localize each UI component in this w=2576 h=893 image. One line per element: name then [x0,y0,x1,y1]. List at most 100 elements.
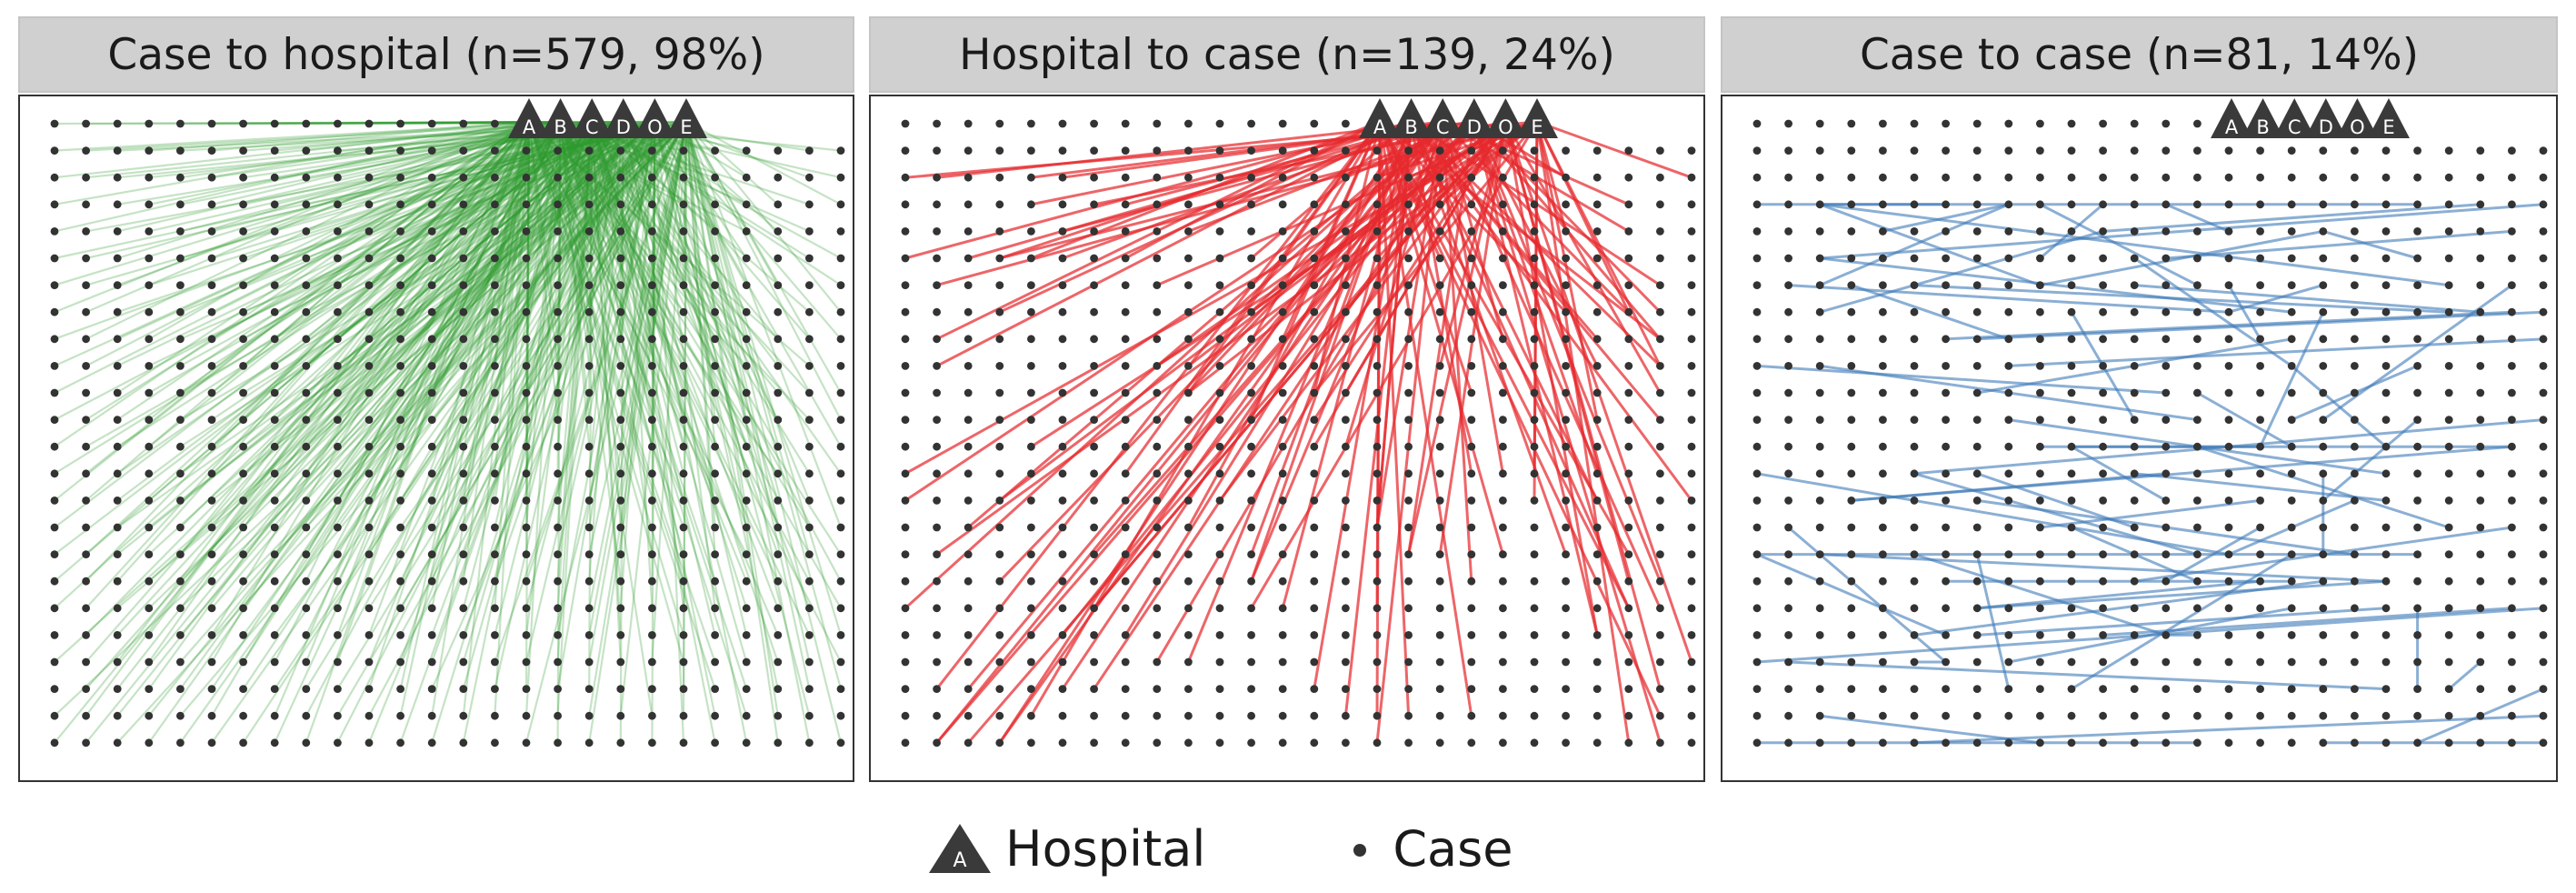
edge-case-to-case [1975,554,2011,689]
case-point [836,550,845,558]
case-point [964,685,973,693]
case-point [1435,469,1444,478]
case-point [584,577,594,586]
edge-case-to-hospital [243,120,655,233]
case-point [1153,631,1162,639]
edge-case-to-case [2039,203,2199,286]
case-point [145,577,154,586]
case-point [1847,362,1856,370]
case-point [176,577,185,586]
case-point [995,469,1004,478]
case-point [2444,497,2453,505]
case-point [1153,146,1162,155]
case-point [2444,227,2453,236]
edge-case-to-hospital [462,121,594,475]
case-point [679,146,688,155]
case-point [1153,281,1162,289]
edge-case-to-hospital [116,121,687,528]
case-point [1404,227,1413,236]
case-point [1247,254,1255,263]
edge-case-to-hospital [147,121,624,717]
edge-case-to-hospital [431,121,531,717]
edge-case-to-hospital [591,121,810,259]
case-point [302,631,311,639]
case-point [1310,577,1319,586]
case-point [522,281,531,289]
case-point [554,469,562,478]
case-point [491,119,499,128]
case-point [1530,307,1539,316]
case-point [2539,738,2548,748]
case-point [207,335,216,344]
case-point [1278,657,1287,667]
case-point [145,416,154,424]
case-point [995,362,1004,370]
case-point [2287,604,2296,613]
case-point [2413,604,2421,613]
case-point [207,631,216,639]
case-point [995,657,1004,667]
case-point [1847,281,1856,289]
edge-case-to-hospital [367,121,562,689]
case-point [364,577,374,586]
case-point [2004,362,2013,370]
case-point [1784,119,1792,128]
case-point [1942,550,1950,558]
case-point [1153,469,1162,478]
case-point [270,685,279,693]
case-point [2256,738,2264,748]
case-point [334,254,342,263]
case-point [1184,335,1193,344]
case-point [1435,685,1444,693]
edge-case-to-hospital [684,121,811,689]
case-point [2004,254,2013,263]
case-point [396,550,404,558]
case-point [1435,577,1444,586]
case-point [1656,254,1664,263]
case-point [1310,604,1319,613]
case-point [2162,711,2171,720]
case-point [1499,604,1507,613]
case-point [2351,738,2359,748]
case-point [1058,173,1067,182]
case-point [964,119,973,128]
case-point [933,497,941,505]
case-point [1687,738,1696,748]
case-point [270,497,279,505]
case-point [2130,657,2139,667]
edge-case-to-hospital [685,121,842,313]
case-point [836,254,845,263]
case-point [2413,657,2421,667]
case-point [1153,200,1162,209]
case-point [2099,738,2107,748]
case-point [2256,442,2264,451]
edge-case-to-hospital [179,121,594,690]
case-point [2508,711,2516,720]
edge-case-to-hospital [559,121,716,394]
edge-case-to-hospital [116,121,624,475]
edge-case-to-hospital [462,121,562,286]
case-point [2004,550,2013,558]
case-point [2099,657,2107,667]
edge-case-to-hospital [528,121,811,367]
case-point [1247,307,1255,316]
case-point [1687,631,1696,639]
case-point [2444,416,2453,424]
case-point [302,416,311,424]
case-point [2004,200,2013,209]
case-point [145,631,154,639]
edge-case-to-hospital [559,121,591,366]
edge-case-to-hospital [528,121,811,421]
case-point [679,442,688,451]
case-point [2130,442,2139,451]
edge-case-to-hospital [368,121,562,421]
case-point [1687,335,1696,344]
edge-case-to-hospital [367,121,594,663]
case-point [1153,416,1162,424]
case-point [1342,442,1350,451]
legend: A Hospital Case [927,808,1513,889]
edge-hospital-to-case [1187,121,1413,528]
case-point [1784,416,1792,424]
case-point [2067,442,2076,451]
